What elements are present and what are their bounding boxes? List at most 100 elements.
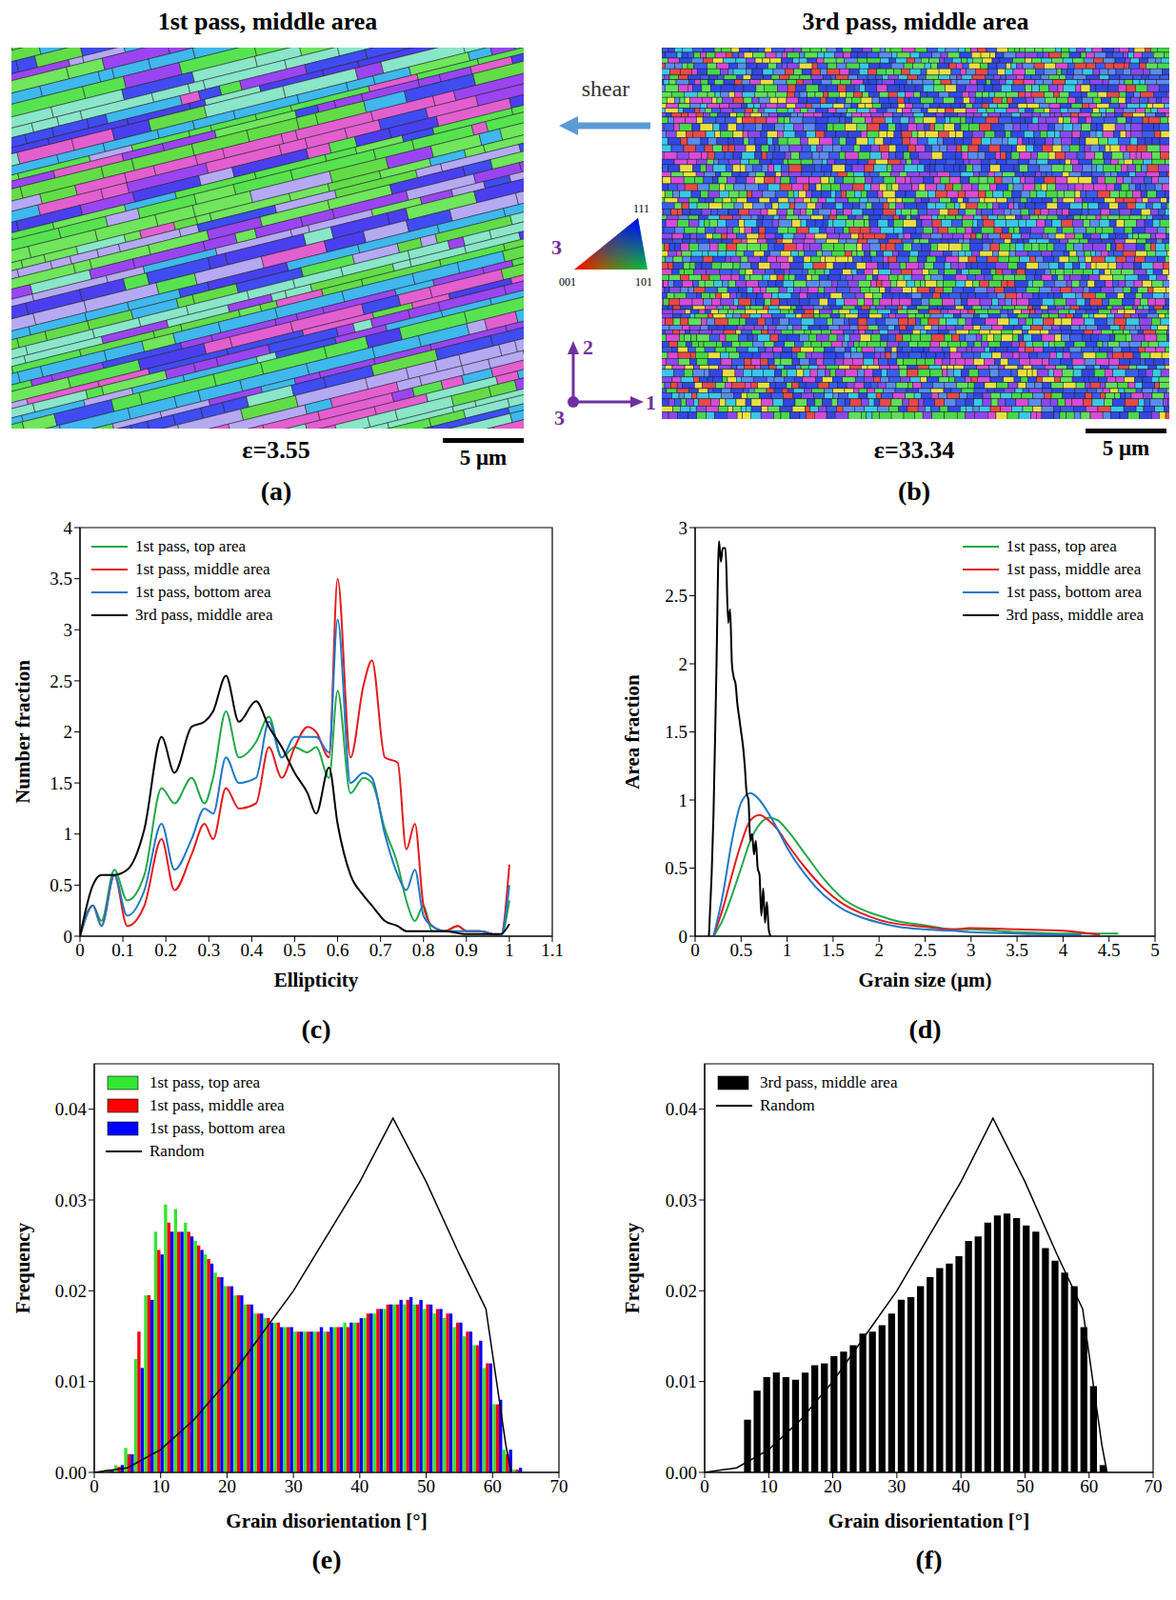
svg-text:111: 111 [633,201,650,216]
svg-text:Frequency: Frequency [11,1221,35,1314]
html-text:(c): (c) [301,1014,331,1044]
svg-text:0.5: 0.5 [729,939,753,960]
svg-text:1: 1 [504,939,515,960]
svg-text:3: 3 [554,405,565,429]
svg-text:0.5: 0.5 [283,939,307,960]
svg-text:0.6: 0.6 [326,939,350,960]
svg-text:0.4: 0.4 [239,939,263,960]
svg-text:Frequency: Frequency [620,1221,644,1314]
html-text:5 μm: 5 μm [459,445,507,470]
html-text:3rd pass, middle area: 3rd pass, middle area [135,605,273,624]
html-text:3rd pass, middle area: 3rd pass, middle area [802,7,1029,36]
svg-text:0.7: 0.7 [369,939,393,960]
svg-text:0.2: 0.2 [154,939,178,960]
svg-text:3: 3 [551,235,562,260]
svg-text:101: 101 [635,275,653,289]
svg-text:0.5: 0.5 [49,875,73,896]
svg-text:4.5: 4.5 [1097,939,1121,960]
svg-text:0.9: 0.9 [455,939,479,960]
svg-text:1: 1 [782,939,793,960]
html-text:(e): (e) [311,1544,342,1575]
html-text:(d): (d) [908,1014,942,1044]
svg-text:3.5: 3.5 [1005,939,1029,960]
html-text:1st pass, top area: 1st pass, top area [135,537,246,556]
html-text:1st pass, middle area: 1st pass, middle area [1006,559,1141,579]
svg-text:2: 2 [678,654,689,675]
svg-text:1.5: 1.5 [49,773,73,794]
svg-text:2.5: 2.5 [49,671,73,692]
svg-text:10: 10 [759,1475,778,1496]
svg-text:Grain size (μm): Grain size (μm) [857,968,992,992]
svg-text:0: 0 [699,1475,710,1496]
html-text:(f): (f) [915,1544,943,1575]
svg-text:2: 2 [874,939,884,960]
svg-text:40: 40 [350,1475,369,1496]
svg-text:0: 0 [63,926,74,947]
html-text:1st pass, bottom area: 1st pass, bottom area [135,582,272,601]
svg-text:0.3: 0.3 [197,939,220,960]
html-text:(a): (a) [260,476,292,506]
svg-text:50: 50 [417,1475,436,1496]
svg-text:Number fraction: Number fraction [11,659,35,804]
svg-text:60: 60 [1079,1475,1098,1496]
svg-text:Grain disorientation [°]: Grain disorientation [°] [828,1509,1030,1533]
svg-text:1.5: 1.5 [821,939,845,960]
svg-text:Grain disorientation [°]: Grain disorientation [°] [225,1509,427,1533]
svg-text:0.02: 0.02 [55,1280,87,1301]
html-text:1st pass, middle area: 1st pass, middle area [135,559,271,579]
svg-text:0: 0 [690,939,700,960]
svg-text:Area fraction: Area fraction [620,674,644,790]
svg-text:0.02: 0.02 [665,1280,698,1301]
svg-text:30: 30 [887,1475,906,1496]
svg-text:70: 70 [1144,1475,1163,1496]
svg-text:0.04: 0.04 [665,1098,698,1119]
svg-text:2: 2 [63,721,74,742]
svg-text:2.5: 2.5 [914,939,937,960]
html-text:1st pass, top area: 1st pass, top area [1006,537,1117,556]
svg-text:3: 3 [966,939,977,960]
html-text:1st pass, middle area: 1st pass, middle area [157,7,378,36]
html-text:ε=3.55: ε=3.55 [242,436,311,464]
svg-text:0.04: 0.04 [55,1098,88,1119]
svg-text:50: 50 [1016,1475,1035,1496]
svg-text:0.01: 0.01 [55,1371,87,1392]
svg-text:001: 001 [558,275,577,289]
svg-text:0.8: 0.8 [412,939,436,960]
svg-text:40: 40 [952,1475,971,1496]
svg-text:1.5: 1.5 [664,721,688,742]
svg-text:3: 3 [63,619,74,640]
svg-text:0: 0 [75,939,85,960]
html-text:5 μm: 5 μm [1102,436,1150,460]
svg-text:1.1: 1.1 [540,939,564,960]
svg-text:10: 10 [151,1475,170,1496]
svg-text:0.5: 0.5 [664,857,688,878]
svg-text:20: 20 [823,1475,842,1496]
svg-text:2: 2 [582,335,594,359]
svg-text:70: 70 [550,1475,569,1496]
svg-text:30: 30 [284,1475,303,1496]
svg-text:0.03: 0.03 [665,1190,698,1211]
svg-text:0.03: 0.03 [55,1190,87,1211]
svg-text:20: 20 [218,1475,237,1496]
svg-text:0.00: 0.00 [55,1462,87,1483]
svg-text:3.5: 3.5 [49,568,73,589]
html-text:shear: shear [581,76,630,101]
html-text:(b): (b) [897,476,931,506]
svg-text:60: 60 [483,1475,502,1496]
svg-text:0: 0 [89,1475,100,1496]
svg-text:5: 5 [1150,939,1160,960]
svg-text:0.01: 0.01 [665,1371,698,1392]
html-text:1st pass, bottom area: 1st pass, bottom area [1006,582,1142,601]
svg-text:1: 1 [63,823,74,844]
svg-text:0: 0 [678,926,689,947]
svg-text:1: 1 [645,390,657,415]
svg-text:Ellipticity: Ellipticity [274,968,359,992]
svg-text:0.1: 0.1 [111,939,135,960]
svg-text:0.00: 0.00 [665,1462,698,1483]
svg-text:1: 1 [678,790,689,811]
svg-text:2.5: 2.5 [664,585,688,606]
html-text:ε=33.34: ε=33.34 [873,436,955,464]
svg-text:3: 3 [678,518,689,539]
svg-text:4: 4 [1058,939,1069,960]
svg-text:4: 4 [63,518,74,539]
